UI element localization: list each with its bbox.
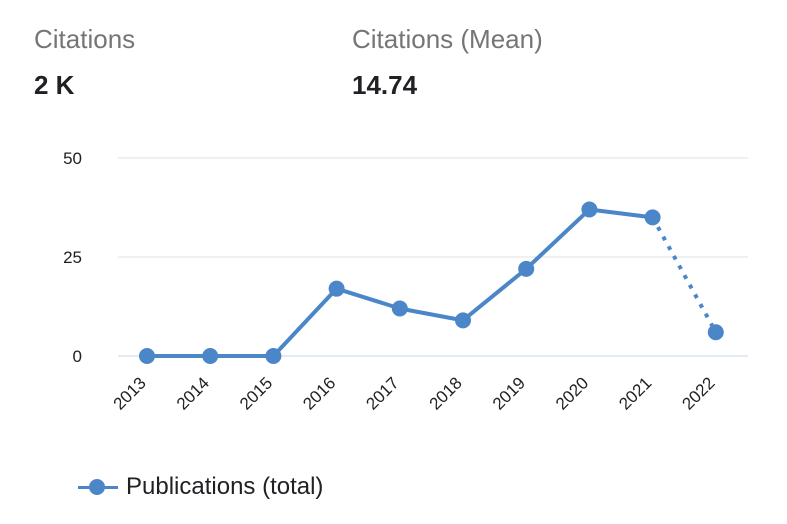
data-point[interactable] [581, 201, 598, 218]
x-tick-label: 2013 [110, 373, 150, 413]
chart-legend[interactable]: Publications (total) [78, 470, 323, 504]
series-lines [147, 207, 718, 358]
legend-label: Publications (total) [126, 473, 324, 500]
data-point[interactable] [265, 348, 282, 364]
data-point[interactable] [518, 260, 535, 277]
x-tick-label: 2018 [426, 373, 466, 413]
x-tick-label: 2017 [362, 373, 402, 413]
x-tick-label: 2019 [489, 373, 529, 413]
y-tick-label: 25 [63, 248, 82, 267]
citations-label: Citations [34, 24, 136, 54]
x-tick-label: 2022 [678, 373, 718, 413]
series-line [147, 207, 653, 358]
x-tick-label: 2015 [236, 373, 276, 413]
chart-gridlines [118, 157, 748, 357]
y-tick-label: 50 [63, 149, 82, 168]
x-axis-ticks: 2013 2014 2015 2016 2017 2018 2019 2020 2021 2022 [110, 373, 719, 413]
data-point[interactable] [455, 312, 471, 329]
y-axis-ticks: 0 25 50 [63, 149, 82, 366]
data-point[interactable] [202, 348, 219, 364]
citations-stat: Citations 2 K [34, 22, 135, 102]
series-points [139, 201, 724, 364]
citations-mean-value: 14.74 [352, 70, 418, 100]
data-point[interactable] [139, 348, 155, 364]
series-line-dotted-segment [650, 216, 718, 334]
legend-line-marker-icon [78, 477, 118, 497]
data-point[interactable] [707, 324, 724, 341]
citations-mean-label: Citations (Mean) [352, 24, 543, 54]
y-tick-label: 0 [73, 347, 82, 366]
data-point[interactable] [391, 300, 408, 317]
citations-mean-stat: Citations (Mean) 14.74 [352, 22, 543, 102]
x-tick-label: 2016 [299, 373, 339, 413]
data-point[interactable] [328, 280, 345, 297]
citations-value: 2 K [34, 70, 75, 100]
data-point[interactable] [644, 209, 661, 226]
x-tick-label: 2014 [173, 373, 213, 413]
x-tick-label: 2021 [615, 373, 655, 413]
x-tick-label: 2020 [552, 373, 592, 413]
